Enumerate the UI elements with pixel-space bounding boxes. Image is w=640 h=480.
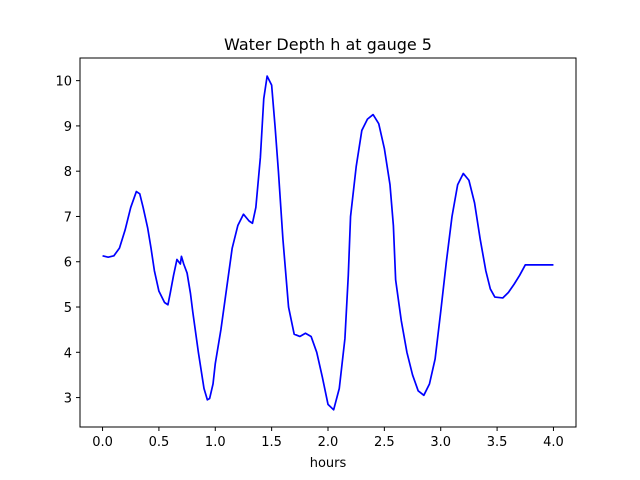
y-tick-label: 8 [64, 165, 72, 180]
x-tick-label: 1.5 [261, 435, 282, 450]
y-axis: 3 4 5 6 7 8 9 10 [55, 75, 80, 407]
chart-title: Water Depth h at gauge 5 [224, 35, 432, 54]
x-tick-label: 2.5 [374, 435, 395, 450]
plot-frame [79, 57, 577, 428]
x-tick-label: 1.0 [205, 435, 226, 450]
x-tick-label: 4.0 [543, 435, 564, 450]
y-tick-label: 7 [64, 210, 72, 225]
x-tick-label: 0.0 [92, 435, 113, 450]
x-axis-label: hours [310, 456, 347, 471]
series-line [102, 75, 554, 411]
x-tick-label: 3.5 [487, 435, 508, 450]
y-tick-label: 3 [64, 392, 72, 407]
y-tick-label: 9 [64, 120, 72, 135]
y-tick-label: 10 [55, 75, 72, 90]
y-tick-label: 5 [64, 301, 72, 316]
x-tick-label: 3.0 [430, 435, 451, 450]
x-tick-label: 0.5 [149, 435, 170, 450]
y-tick-label: 4 [64, 346, 72, 361]
x-tick-label: 2.0 [318, 435, 339, 450]
x-axis: 0.0 0.5 1.0 1.5 2.0 2.5 3.0 3.5 4.0 [92, 427, 564, 450]
y-tick-label: 6 [64, 256, 72, 271]
